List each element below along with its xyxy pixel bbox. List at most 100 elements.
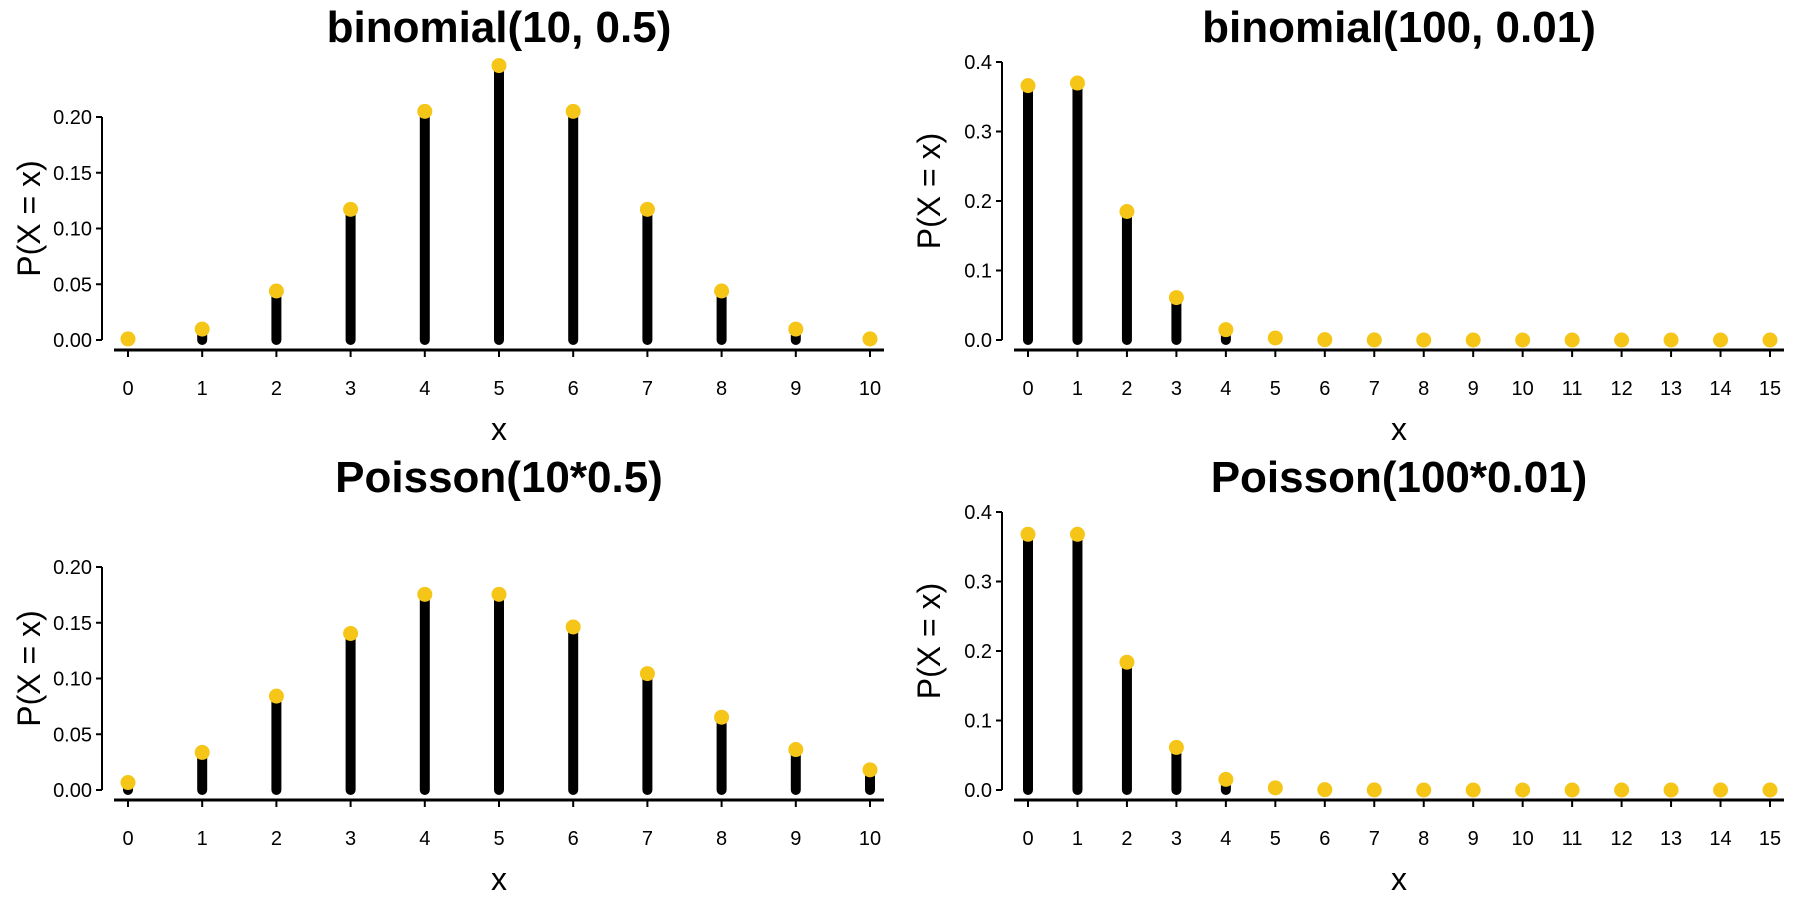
x-tick-label: 3 [345,378,356,400]
data-point [1663,782,1679,798]
x-tick-label: 6 [568,378,579,400]
data-point [343,201,359,217]
y-tick-label: 0.10 [53,219,92,241]
data-point [565,103,581,119]
x-tick-label: 12 [1610,378,1632,400]
x-tick-label: 12 [1610,828,1632,850]
y-tick-label: 0.10 [53,669,92,691]
y-tick-label: 0.0 [964,330,992,352]
x-tick-label: 5 [1270,828,1281,850]
x-tick-label: 2 [1121,378,1132,400]
x-tick-label: 14 [1709,828,1731,850]
data-point [1119,654,1135,670]
x-tick-label: 2 [271,378,282,400]
data-point [1366,332,1382,348]
x-tick-label: 10 [1512,828,1534,850]
x-tick-label: 13 [1660,378,1682,400]
y-tick-label: 0.05 [53,724,92,746]
data-point [1020,526,1036,542]
x-tick-label: 9 [1468,828,1479,850]
x-tick-label: 0 [1022,828,1033,850]
x-tick-label: 8 [716,378,727,400]
y-tick-label: 0.05 [53,274,92,296]
x-tick-label: 1 [1072,828,1083,850]
data-point [1020,78,1036,94]
x-tick-label: 15 [1759,828,1781,850]
x-axis-title: x [1391,861,1407,897]
x-tick-label: 4 [1220,828,1231,850]
y-tick-label: 0.00 [53,330,92,352]
x-tick-label: 8 [1418,828,1429,850]
data-point [1614,782,1630,798]
x-tick-label: 2 [271,828,282,850]
data-point [120,331,136,347]
data-point [1168,290,1184,306]
chart-title: Poisson(100*0.01) [1211,453,1588,502]
x-tick-label: 0 [122,828,133,850]
y-axis-title: P(X = x) [11,160,47,276]
data-point [417,103,433,119]
x-tick-label: 1 [197,378,208,400]
data-point [1069,526,1085,542]
data-point [862,331,878,347]
x-tick-label: 7 [1369,828,1380,850]
y-tick-label: 0.20 [53,557,92,579]
x-axis-title: x [1391,411,1407,447]
y-axis-title: P(X = x) [911,133,947,249]
data-point [1465,782,1481,798]
data-point [1713,332,1729,348]
data-point [194,321,210,337]
y-tick-label: 0.1 [964,261,992,283]
data-point [417,586,433,602]
y-tick-label: 0.2 [964,641,992,663]
data-point [1267,330,1283,346]
panel-3: Poisson(10*0.5) 0.00 0.05 0.10 0.15 0.20 P(X =… [11,453,884,897]
data-point [1416,782,1432,798]
y-tick-label: 0.4 [964,52,992,74]
x-axis-title: x [491,411,507,447]
x-tick-label: 10 [859,378,881,400]
data-point [788,321,804,337]
data-point [1317,782,1333,798]
y-tick-label: 0.3 [964,572,992,594]
y-tick-label: 0.4 [964,502,992,524]
chart-title: binomial(100, 0.01) [1202,3,1596,52]
x-tick-label: 0 [122,378,133,400]
x-tick-label: 1 [197,828,208,850]
x-tick-label: 3 [1171,378,1182,400]
x-tick-label: 10 [859,828,881,850]
y-tick-label: 0.15 [53,613,92,635]
chart-title: Poisson(10*0.5) [335,453,663,502]
data-point [1663,332,1679,348]
x-tick-label: 7 [642,378,653,400]
x-tick-label: 4 [1220,378,1231,400]
data-point [120,775,136,791]
x-tick-label: 14 [1709,378,1731,400]
data-point [1515,332,1531,348]
x-tick-label: 8 [1418,378,1429,400]
data-point [639,666,655,682]
x-tick-label: 10 [1512,378,1534,400]
y-axis-title: P(X = x) [11,610,47,726]
y-tick-label: 0.20 [53,107,92,129]
x-tick-label: 0 [1022,378,1033,400]
x-tick-label: 4 [419,378,430,400]
x-tick-label: 15 [1759,378,1781,400]
data-point [788,742,804,758]
data-point [1168,739,1184,755]
x-tick-label: 1 [1072,378,1083,400]
x-tick-label: 11 [1562,828,1583,850]
data-point [343,625,359,641]
y-axis-title: P(X = x) [911,583,947,699]
y-tick-label: 0.2 [964,191,992,213]
data-point [1069,75,1085,91]
x-tick-label: 5 [1270,378,1281,400]
x-tick-label: 2 [1121,828,1132,850]
y-tick-label: 0.0 [964,780,992,802]
x-tick-label: 7 [642,828,653,850]
x-tick-label: 3 [1171,828,1182,850]
data-point [565,619,581,635]
chart-title: binomial(10, 0.5) [327,3,672,52]
panel-4: Poisson(100*0.01) 0.0 0.1 0.2 0.3 0.4 P(X = x)… [911,453,1784,897]
data-point [1614,332,1630,348]
